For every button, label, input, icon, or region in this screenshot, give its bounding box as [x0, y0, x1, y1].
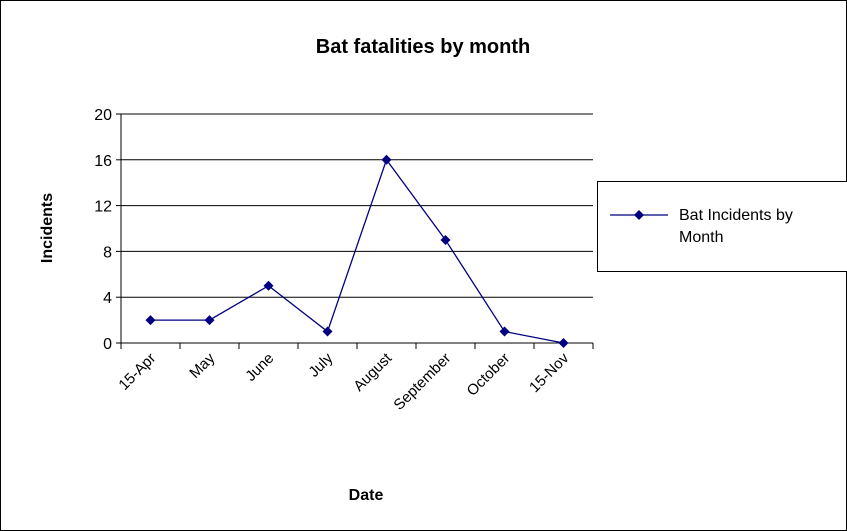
marker: [499, 326, 510, 337]
y-tick-label: 16: [94, 153, 112, 170]
plot-area: [121, 114, 593, 343]
y-tick-label: 12: [94, 199, 112, 216]
marker: [558, 338, 569, 348]
y-tick-label: 20: [94, 107, 112, 124]
y-tick-label: 0: [103, 336, 112, 353]
marker: [145, 315, 156, 326]
legend-marker: [634, 210, 644, 220]
y-tick-label: 8: [103, 244, 112, 261]
legend-label: Bat Incidents by Month: [679, 207, 793, 246]
marker: [381, 154, 392, 165]
marker: [263, 280, 274, 291]
legend-box: [597, 181, 847, 272]
marker: [204, 315, 215, 326]
chart-title: Bat fatalities by month: [316, 36, 530, 58]
line-series: [150, 158, 564, 344]
x-axis-label: Date: [349, 487, 384, 504]
y-axis-label: Incidents: [39, 193, 56, 263]
marker: [322, 326, 333, 337]
y-tick-label: 4: [103, 290, 112, 307]
marker: [440, 234, 451, 245]
